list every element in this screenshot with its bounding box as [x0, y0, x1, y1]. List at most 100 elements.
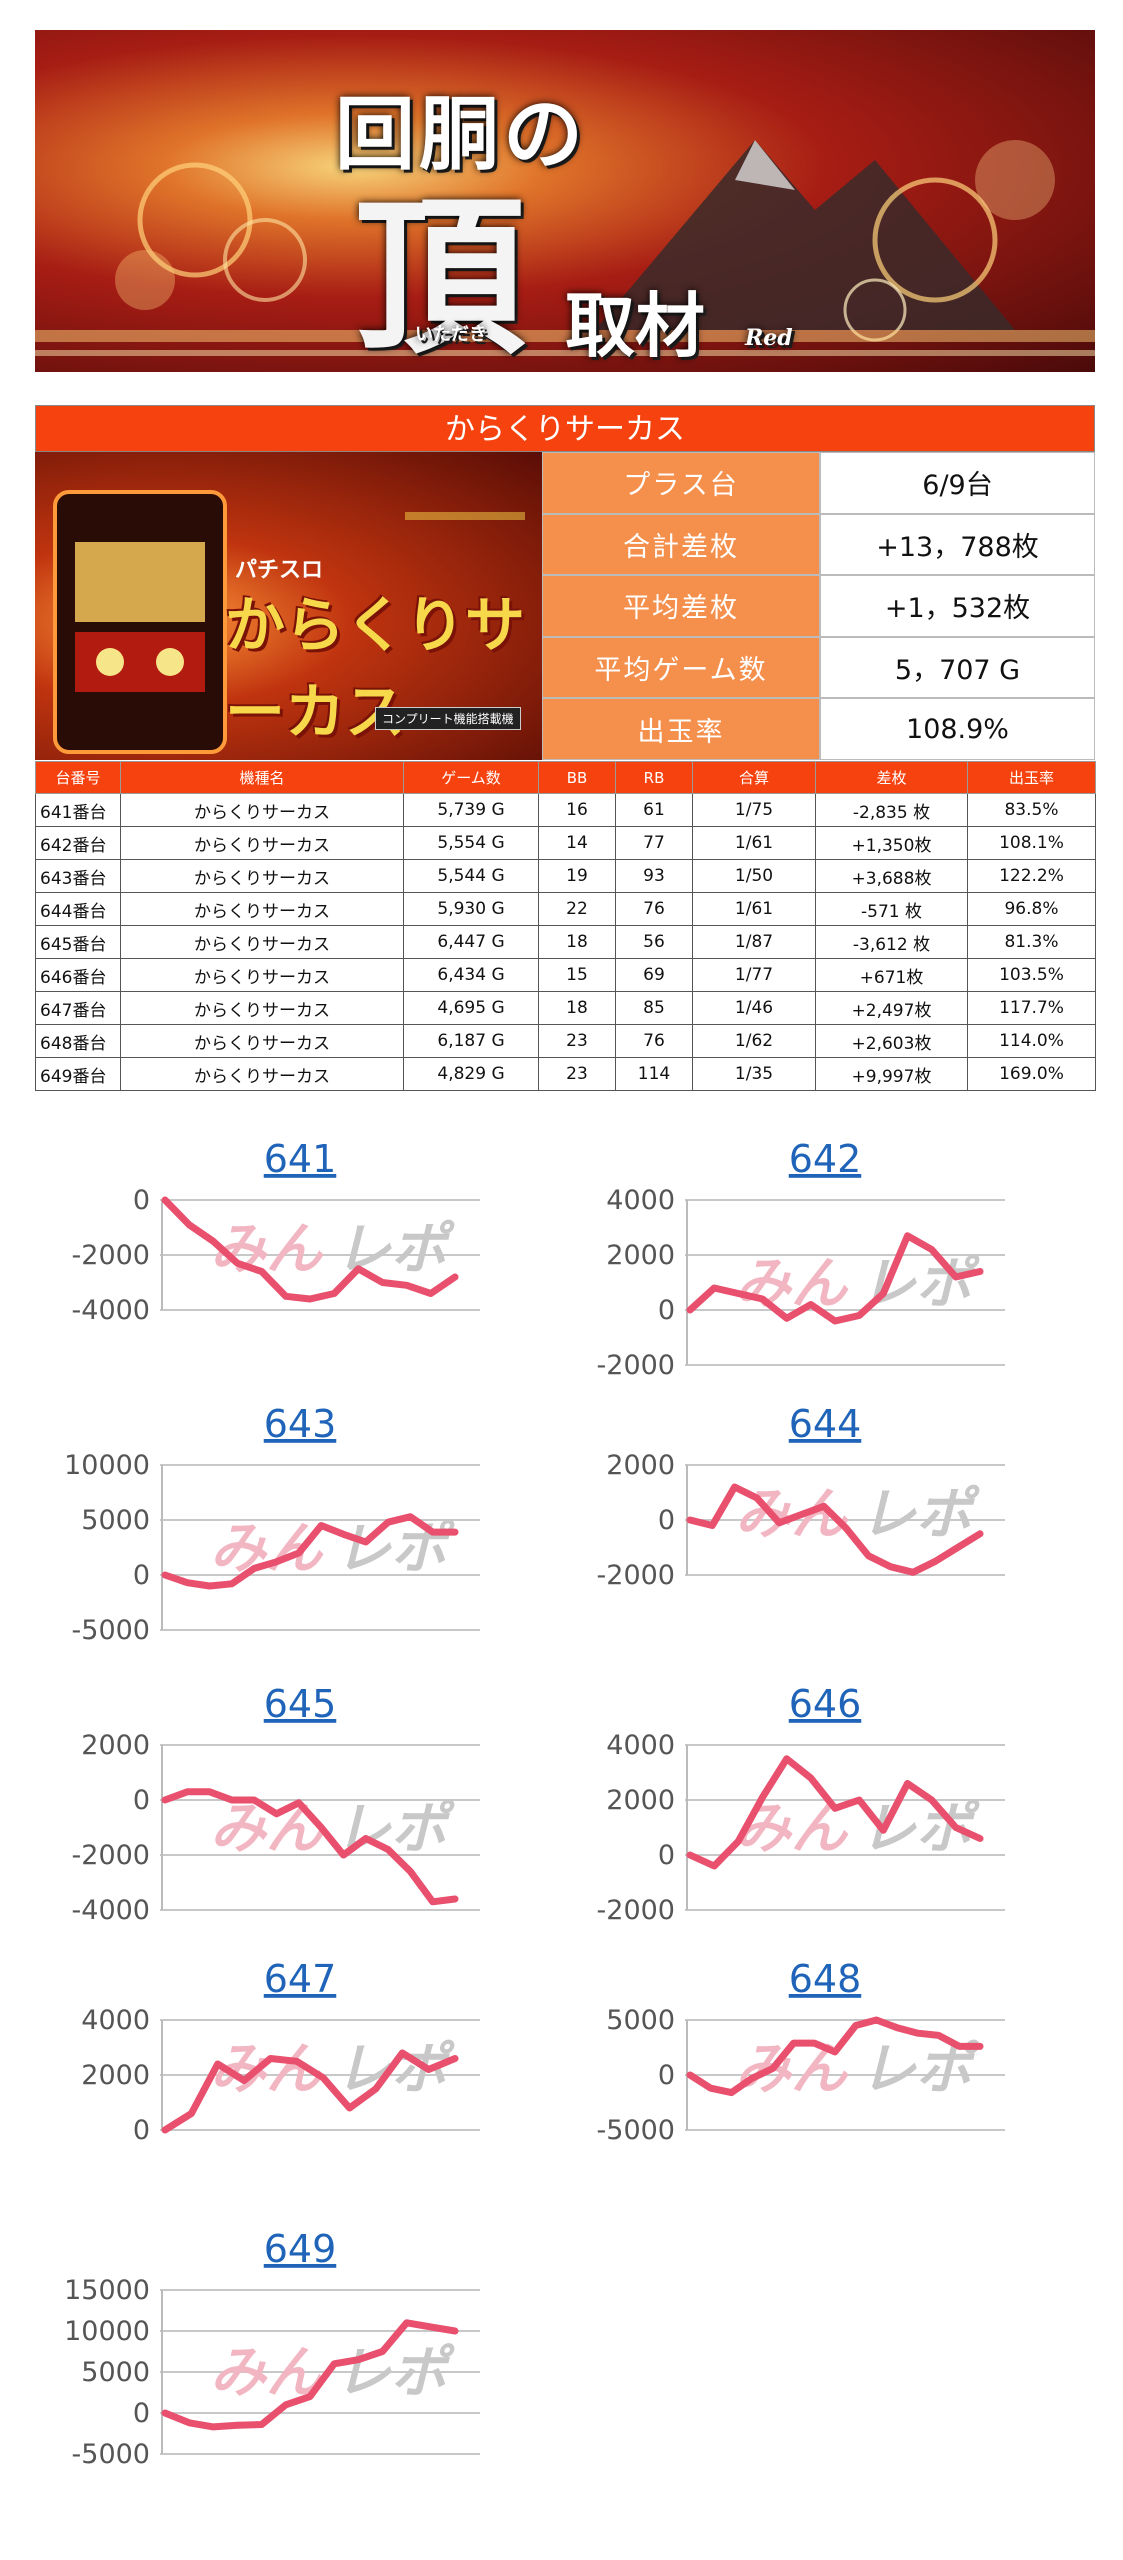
game-count: 5,544 G	[403, 859, 539, 893]
stat-value: 6/9台	[820, 452, 1095, 514]
y-tick-label: 15000	[64, 2275, 150, 2306]
table-row: 642番台 からくりサーカス 5,554 G 14 77 1/61 +1,350枚 108.1…	[35, 826, 1096, 860]
bb-count: 18	[538, 925, 616, 959]
bb-count: 23	[538, 1057, 616, 1091]
product-logo-small: パチスロ	[235, 558, 324, 583]
series-line	[161, 2049, 459, 2134]
game-count: 4,695 G	[403, 991, 539, 1025]
machine-name: からくりサーカス	[120, 826, 404, 860]
chart-title[interactable]: 644	[789, 1402, 862, 1446]
line-chart-642: 642 4000 2000 0 -2000 みん レポ	[545, 1130, 1045, 1389]
machine-name: からくりサーカス	[120, 1057, 404, 1091]
header-cell: 差枚	[815, 761, 968, 794]
rb-count: 114	[615, 1057, 693, 1091]
watermark-part2: レポ	[335, 2341, 455, 2406]
header-cell: RB	[615, 761, 693, 794]
banner-tag: Red	[745, 325, 793, 351]
y-tick-label: 5000	[81, 1505, 150, 1536]
series-line	[161, 2319, 459, 2431]
coin-diff: +671枚	[815, 958, 968, 992]
bb-count: 18	[538, 991, 616, 1025]
chart-title[interactable]: 642	[789, 1137, 862, 1181]
machine-number: 648番台	[35, 1024, 121, 1058]
machine-number: 641番台	[35, 793, 121, 827]
machine-art	[53, 490, 525, 754]
watermark-part2: レポ	[335, 1516, 455, 1581]
rb-count: 76	[615, 1024, 693, 1058]
bb-count: 16	[538, 793, 616, 827]
combined-rate: 1/35	[692, 1057, 816, 1091]
table-row: 648番台 からくりサーカス 6,187 G 23 76 1/62 +2,603枚 114.0…	[35, 1024, 1096, 1058]
line-chart-641: 641 0 -2000 -4000 みん レポ	[20, 1130, 520, 1334]
line-chart-645: 645 2000 0 -2000 -4000 みん レポ	[20, 1675, 520, 1934]
summary-body: パチスロ からくりサーカス コンプリート機能搭載機 プラス台 6/9台 合計差枚…	[35, 452, 1095, 760]
line-chart-647: 647 4000 2000 0 みん レポ	[20, 1950, 520, 2154]
series-line	[686, 1755, 984, 1870]
table-body: 641番台 からくりサーカス 5,739 G 16 61 1/75 -2,835 枚 83.5…	[35, 793, 1096, 1091]
y-tick-label: -2000	[72, 1240, 150, 1271]
y-tick-label: -2000	[597, 1350, 675, 1381]
stat-row-games: 平均ゲーム数 5，707 G	[542, 636, 1095, 699]
table-header-row: 台番号 機種名 ゲーム数 BB RB 合算 差枚 出玉率	[35, 761, 1096, 794]
chart-title[interactable]: 649	[264, 2227, 337, 2271]
series-line	[161, 1196, 459, 1303]
machine-name: からくりサーカス	[120, 958, 404, 992]
table-row: 647番台 からくりサーカス 4,695 G 18 85 1/46 +2,497枚 117.7…	[35, 991, 1096, 1025]
stat-label: プラス台	[542, 452, 820, 514]
y-tick-label: 0	[133, 2398, 150, 2429]
stat-row-rate: 出玉率 108.9%	[542, 698, 1095, 760]
y-tick-label: 0	[133, 1785, 150, 1816]
chart-title[interactable]: 641	[264, 1137, 337, 1181]
machine-number: 647番台	[35, 991, 121, 1025]
header-cell: 合算	[692, 761, 816, 794]
machine-number: 644番台	[35, 892, 121, 926]
coin-diff: -571 枚	[815, 892, 968, 926]
table-row: 643番台 からくりサーカス 5,544 G 19 93 1/50 +3,688枚 122.2…	[35, 859, 1096, 893]
banner-art	[35, 140, 1095, 356]
machine-name: からくりサーカス	[120, 1024, 404, 1058]
bb-count: 22	[538, 892, 616, 926]
y-tick-label: 2000	[81, 2060, 150, 2091]
line-chart-643: 643 10000 5000 0 -5000 みん レポ	[20, 1395, 520, 1654]
combined-rate: 1/77	[692, 958, 816, 992]
y-tick-label: 10000	[64, 2316, 150, 2347]
combined-rate: 1/87	[692, 925, 816, 959]
y-tick-label: 10000	[64, 1450, 150, 1481]
bb-count: 14	[538, 826, 616, 860]
game-count: 6,447 G	[403, 925, 539, 959]
y-tick-label: 0	[133, 1560, 150, 1591]
table-row: 644番台 からくりサーカス 5,930 G 22 76 1/61 -571 枚 96.8%	[35, 892, 1096, 926]
y-tick-label: 5000	[81, 2357, 150, 2388]
chart-title[interactable]: 646	[789, 1682, 862, 1726]
chart-title[interactable]: 645	[264, 1682, 337, 1726]
machine-number: 646番台	[35, 958, 121, 992]
game-count: 6,434 G	[403, 958, 539, 992]
game-count: 4,829 G	[403, 1057, 539, 1091]
y-tick-label: -4000	[72, 1895, 150, 1926]
series-line	[161, 1513, 459, 1590]
combined-rate: 1/46	[692, 991, 816, 1025]
coin-diff: +2,603枚	[815, 1024, 968, 1058]
y-tick-label: -5000	[72, 1615, 150, 1646]
rb-count: 77	[615, 826, 693, 860]
coin-diff: +9,997枚	[815, 1057, 968, 1091]
chart-title[interactable]: 648	[789, 1957, 862, 2001]
chart-title[interactable]: 643	[264, 1402, 337, 1446]
stat-label: 出玉率	[542, 698, 820, 760]
stat-label: 合計差枚	[542, 513, 820, 576]
chart-title[interactable]: 647	[264, 1957, 337, 2001]
y-tick-label: 4000	[81, 2005, 150, 2036]
series-line	[161, 1788, 459, 1906]
payout-rate: 96.8%	[967, 892, 1096, 926]
y-tick-label: 4000	[606, 1730, 675, 1761]
stat-label: 平均差枚	[542, 575, 820, 637]
y-tick-label: 2000	[81, 1730, 150, 1761]
banner-line1: 回胴の	[335, 87, 587, 181]
watermark-part1: みん	[210, 1217, 324, 1282]
chart-svg: 642 4000 2000 0 -2000 みん レポ	[597, 1137, 1005, 1381]
stat-row-average: 平均差枚 +1，532枚	[542, 575, 1095, 637]
bb-count: 23	[538, 1024, 616, 1058]
y-tick-label: 2000	[606, 1785, 675, 1816]
